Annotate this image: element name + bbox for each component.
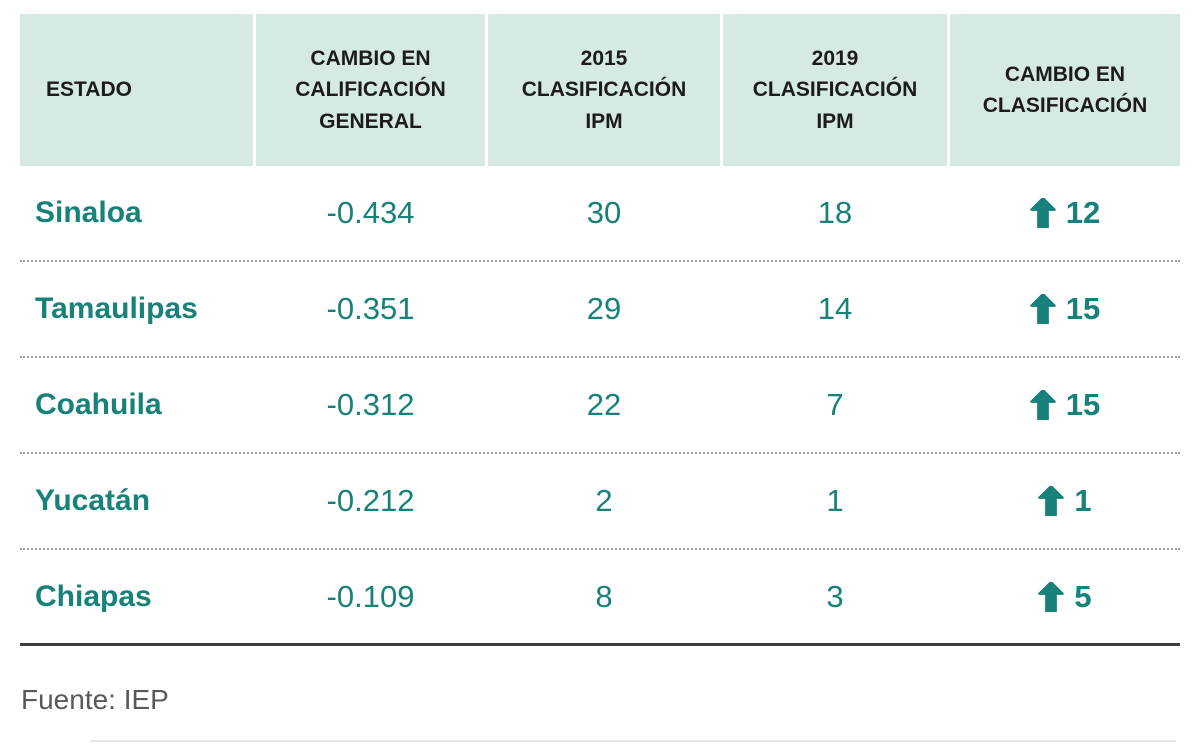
cell-cambio-calificacion: -0.434 bbox=[326, 195, 415, 230]
cell-estado: Sinaloa bbox=[35, 196, 142, 229]
header-clasificacion-2019: 2019 CLASIFICACIÓN IPM bbox=[723, 14, 947, 166]
cell-estado: Chiapas bbox=[35, 579, 152, 613]
cell-estado: Tamaulipas bbox=[35, 292, 198, 325]
cell-estado: Coahuila bbox=[35, 388, 162, 421]
up-arrow-icon bbox=[1029, 198, 1056, 228]
up-arrow-icon bbox=[1038, 486, 1065, 516]
table-row: Chiapas -0.109 8 3 5 bbox=[20, 550, 1180, 646]
cell-cambio-clasificacion: 15 bbox=[950, 291, 1180, 327]
source-note: Fuente: IEP bbox=[21, 684, 169, 715]
up-arrow-icon bbox=[1038, 581, 1065, 612]
cell-clasificacion-2015: 30 bbox=[586, 195, 622, 230]
cell-clasificacion-2019: 3 bbox=[826, 578, 844, 614]
rank-change-value: 12 bbox=[1065, 195, 1101, 230]
header-clasificacion-2015: 2015 CLASIFICACIÓN IPM bbox=[488, 14, 720, 166]
cell-cambio-calificacion: -0.109 bbox=[326, 578, 415, 614]
header-cambio-clasificacion: CAMBIO EN CLASIFICACIÓN bbox=[950, 14, 1180, 166]
cell-clasificacion-2019: 14 bbox=[817, 291, 853, 326]
table-row: Yucatán -0.212 2 1 1 bbox=[20, 454, 1180, 550]
cell-clasificacion-2019: 7 bbox=[826, 387, 844, 422]
bottom-divider bbox=[90, 740, 1176, 742]
cell-cambio-clasificacion: 15 bbox=[950, 387, 1180, 423]
rank-change-value: 15 bbox=[1065, 291, 1101, 326]
cell-cambio-calificacion: -0.312 bbox=[326, 387, 415, 422]
cell-cambio-calificacion: -0.212 bbox=[326, 483, 415, 518]
table-body: Sinaloa -0.434 30 18 12 Tamaulipas -0.35… bbox=[20, 166, 1180, 646]
cell-clasificacion-2015: 29 bbox=[586, 291, 622, 326]
cell-cambio-clasificacion: 1 bbox=[950, 483, 1180, 519]
cell-cambio-calificacion: -0.351 bbox=[326, 291, 415, 326]
cell-clasificacion-2015: 2 bbox=[595, 483, 613, 518]
cell-cambio-clasificacion: 12 bbox=[950, 195, 1180, 231]
table-row: Sinaloa -0.434 30 18 12 bbox=[20, 166, 1180, 262]
table-header-row: ESTADO CAMBIO EN CALIFICACIÓN GENERAL 20… bbox=[20, 14, 1180, 166]
cell-estado: Yucatán bbox=[35, 484, 151, 517]
rank-change-value: 1 bbox=[1074, 483, 1092, 518]
cell-clasificacion-2019: 18 bbox=[817, 195, 853, 230]
ranking-table: ESTADO CAMBIO EN CALIFICACIÓN GENERAL 20… bbox=[20, 14, 1180, 646]
cell-cambio-clasificacion: 5 bbox=[950, 579, 1180, 615]
up-arrow-icon bbox=[1029, 390, 1056, 420]
header-cambio-calificacion: CAMBIO EN CALIFICACIÓN GENERAL bbox=[256, 14, 485, 166]
rank-change-value: 15 bbox=[1065, 387, 1101, 422]
up-arrow-icon bbox=[1029, 294, 1056, 324]
cell-clasificacion-2015: 22 bbox=[586, 387, 622, 422]
header-estado: ESTADO bbox=[20, 14, 253, 166]
cell-clasificacion-2019: 1 bbox=[826, 483, 844, 518]
table-row: Tamaulipas -0.351 29 14 15 bbox=[20, 262, 1180, 358]
rank-change-value: 5 bbox=[1074, 578, 1092, 614]
cell-clasificacion-2015: 8 bbox=[595, 578, 613, 614]
table-row: Coahuila -0.312 22 7 15 bbox=[20, 358, 1180, 454]
